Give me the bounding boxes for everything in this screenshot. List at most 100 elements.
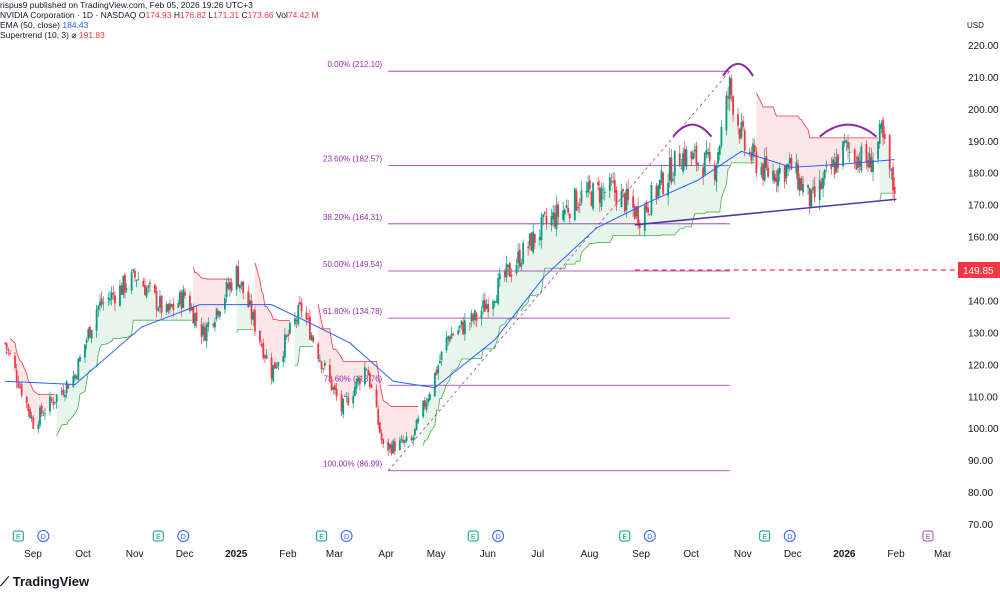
candle-body — [697, 163, 699, 166]
ema-legend[interactable]: EMA (50, close) 184.43 — [0, 20, 319, 30]
price-tick: 130.00 — [968, 328, 999, 339]
candle-body — [112, 292, 115, 295]
candle-body — [19, 386, 21, 388]
candle-body — [563, 209, 566, 215]
candle-body — [608, 177, 611, 191]
fib-retracement: 0.00% (212.10) 23.60% (182.57) 38.20% (164… — [323, 60, 731, 472]
candle-body — [320, 361, 323, 370]
candle-body — [405, 436, 408, 441]
time-tick: Sep — [24, 549, 42, 560]
candle-body — [425, 402, 428, 410]
fib-level-label: 23.60% (182.57) — [323, 155, 382, 164]
candle-body — [345, 396, 348, 398]
candle-body — [212, 323, 215, 326]
candle-body — [102, 302, 105, 304]
candle-body — [602, 189, 605, 191]
candle-body — [802, 184, 804, 193]
candle-body — [122, 275, 125, 295]
dividend-marker-circle — [492, 530, 505, 542]
candle-body — [818, 179, 821, 200]
candle-body — [194, 313, 196, 326]
candle-body — [480, 310, 483, 319]
symbol-name[interactable]: NVIDIA Corporation · 1D · NASDAQ — [0, 10, 137, 20]
candle-body — [648, 214, 651, 216]
candle-body — [580, 190, 583, 203]
time-tick: Oct — [75, 549, 91, 560]
candle-body — [189, 295, 191, 312]
candle-body — [330, 379, 333, 391]
event-marker-label: E — [471, 534, 476, 541]
fib-level-label: 61.80% (134.78) — [323, 307, 382, 316]
candle-body — [597, 181, 600, 186]
candle-body — [132, 269, 135, 272]
candle-body — [460, 320, 463, 326]
candle-body — [590, 192, 593, 206]
price-axis-currency: USD — [967, 21, 984, 30]
candle-body — [737, 114, 739, 126]
ohlc-high: H176.82 — [173, 10, 207, 20]
tradingview-logo[interactable]: ⟋ TradingView — [0, 574, 89, 590]
supertrend-symbol: ⌀ — [71, 30, 77, 40]
candle-body — [610, 181, 613, 183]
earnings-marker: E — [619, 530, 631, 542]
candle-body — [184, 292, 186, 296]
candle-body — [42, 415, 45, 417]
ema-value: 184.43 — [62, 20, 89, 30]
candle-body — [705, 149, 708, 155]
candle-body — [322, 368, 325, 370]
dividend-marker-circle — [37, 530, 50, 542]
candle-body — [342, 398, 345, 415]
time-tick: 2025 — [225, 549, 248, 560]
candle-body — [585, 190, 588, 193]
candle-body — [97, 305, 100, 310]
price-axis: USD 70.00 80.00 90.00 100.00 110.00 120.00 130.… — [958, 21, 1000, 531]
price-tick: 220.00 — [968, 41, 999, 52]
earnings-marker-box — [759, 530, 771, 542]
candle-body — [682, 152, 684, 172]
candle-body — [402, 440, 405, 443]
candle-body — [230, 282, 233, 291]
candle-body — [522, 242, 525, 264]
event-marker-label: D — [344, 534, 349, 541]
candle-body — [670, 157, 673, 183]
candle-body — [262, 342, 265, 359]
candle-body — [29, 409, 31, 418]
candle-body — [495, 300, 498, 303]
candle-body — [392, 440, 395, 454]
candle-body — [760, 166, 763, 176]
candle-body — [498, 273, 501, 280]
candle-body — [293, 318, 296, 325]
candle-body — [74, 375, 76, 379]
candle-body — [215, 308, 218, 319]
candle-body — [790, 158, 793, 170]
candle-body — [437, 365, 440, 374]
dividend-marker: D — [492, 530, 505, 542]
dividend-marker: D — [340, 530, 353, 542]
candle-body — [75, 375, 78, 379]
candle-body — [4, 342, 6, 344]
candle-body — [170, 304, 173, 307]
candle-body — [860, 146, 863, 171]
candle-body — [600, 187, 603, 207]
supertrend-legend[interactable]: Supertrend (10, 3) ⌀ 191.83 — [0, 30, 319, 40]
candle-body — [370, 384, 373, 388]
candle-body — [25, 396, 28, 404]
price-tick: 120.00 — [968, 360, 999, 371]
price-tick: 210.00 — [968, 73, 999, 84]
candle-body — [657, 185, 660, 197]
symbol-line[interactable]: NVIDIA Corporation · 1D · NASDAQ O174.93… — [0, 10, 319, 20]
candle-body — [287, 333, 290, 337]
candle-body — [517, 251, 520, 264]
candle-body — [137, 279, 140, 280]
candle-body — [282, 356, 285, 362]
supertrend-fill — [56, 270, 192, 437]
candle-body — [672, 179, 674, 181]
candle-body — [297, 305, 300, 325]
candle-body — [463, 320, 466, 335]
candle-body — [800, 178, 803, 191]
time-tick: Apr — [378, 549, 394, 560]
event-marker-label: E — [926, 534, 931, 541]
candle-body — [387, 441, 390, 451]
candle-body — [720, 126, 723, 146]
